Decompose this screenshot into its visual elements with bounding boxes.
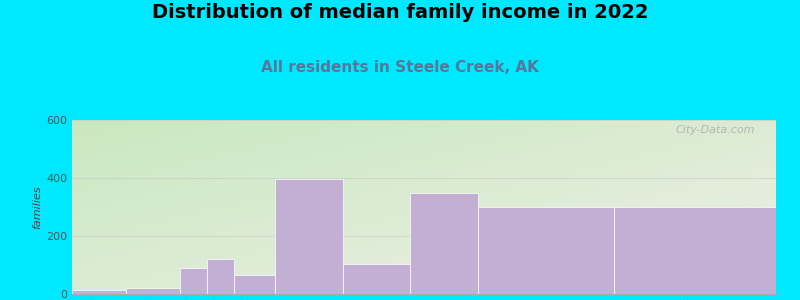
Text: All residents in Steele Creek, AK: All residents in Steele Creek, AK [261,60,539,75]
Bar [275,179,342,294]
Bar [614,207,776,294]
Bar [478,207,614,294]
Text: City-Data.com: City-Data.com [675,125,755,135]
Bar [126,288,180,294]
Text: Distribution of median family income in 2022: Distribution of median family income in … [152,3,648,22]
Bar [207,259,234,294]
Bar [234,275,275,294]
Y-axis label: families: families [32,185,42,229]
Bar [410,193,478,294]
Bar [72,290,126,294]
Bar [342,263,410,294]
Bar [180,268,207,294]
